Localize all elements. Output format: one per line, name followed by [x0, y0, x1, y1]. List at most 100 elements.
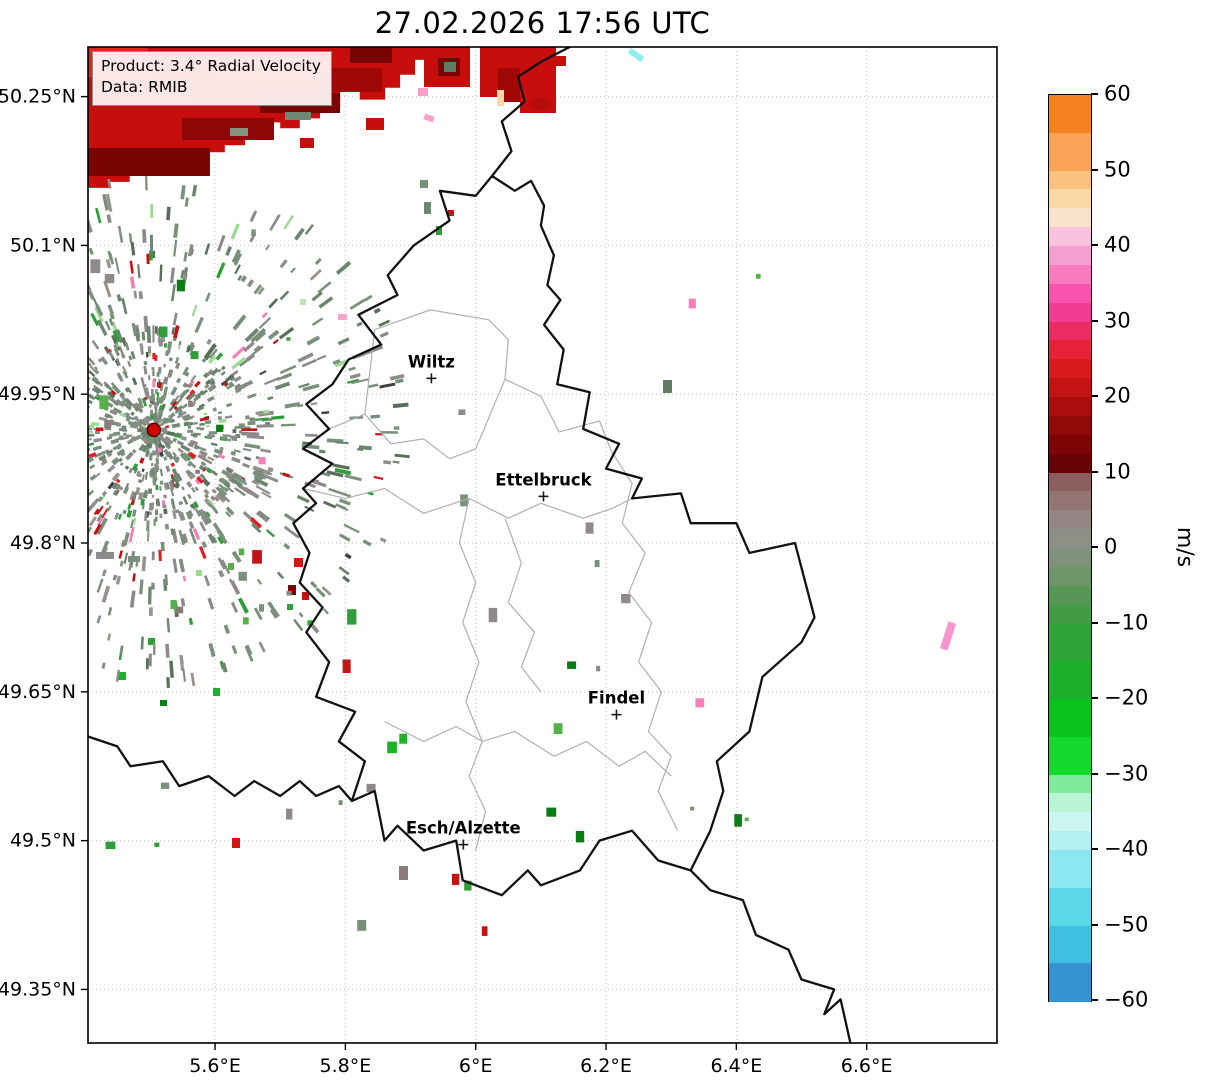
clutter-speck [253, 607, 263, 621]
clutter-speck [192, 527, 201, 541]
clutter-speck [220, 559, 231, 575]
clutter-speck [103, 346, 111, 355]
echo-mark [300, 299, 306, 305]
clutter-speck [178, 500, 184, 506]
clutter-speck [182, 533, 189, 543]
clutter-speck [141, 556, 147, 572]
clutter-speck [0, 454, 8, 459]
clutter-speck [250, 327, 267, 343]
clutter-speck [109, 409, 118, 416]
clutter-speck [166, 206, 171, 221]
clutter-speck [249, 516, 263, 529]
clutter-speck [160, 541, 165, 552]
clutter-speck [112, 490, 118, 496]
colorbar-tick-mark [1091, 621, 1098, 624]
clutter-speck [178, 340, 182, 346]
clutter-speck [255, 485, 271, 495]
clutter-speck [173, 482, 180, 489]
clutter-speck [317, 281, 332, 294]
clutter-speck [185, 511, 193, 520]
colorbar-tick-mark [1091, 999, 1098, 1001]
clutter-speck [81, 423, 87, 427]
clutter-speck [246, 279, 255, 288]
clutter-speck [89, 464, 96, 470]
clutter-speck [69, 418, 75, 421]
colorbar-segment [1049, 510, 1091, 530]
clutter-speck [88, 290, 95, 300]
lat-tick-label: 49.8°N [10, 532, 76, 554]
clutter-speck [315, 587, 326, 598]
clutter-speck [133, 290, 138, 299]
echo-speck [259, 604, 264, 612]
clutter-speck [131, 463, 139, 472]
clutter-speck [172, 312, 178, 326]
clutter-speck [113, 347, 120, 357]
clutter-speck [337, 337, 350, 346]
clutter-speck [167, 341, 173, 349]
clutter-speck [129, 490, 136, 501]
clutter-speck [77, 410, 83, 414]
clutter-speck [66, 213, 73, 224]
data-source-label: Data: RMIB [101, 78, 188, 97]
colorbar-segment [1049, 699, 1091, 738]
clutter-speck [51, 449, 66, 456]
clutter-speck [21, 330, 36, 343]
clutter-speck [129, 276, 136, 289]
clutter-speck [62, 196, 70, 211]
clutter-speck [48, 515, 58, 525]
clutter-speck [225, 402, 233, 408]
clutter-speck [155, 450, 160, 458]
clutter-speck [112, 444, 122, 451]
clutter-speck [24, 411, 32, 415]
clutter-speck [116, 361, 121, 367]
clutter-speck [96, 505, 104, 515]
clutter-speck [142, 417, 148, 423]
clutter-speck [88, 456, 94, 463]
clutter-speck [70, 457, 75, 461]
clutter-speck [104, 413, 112, 418]
clutter-speck [205, 467, 212, 474]
echo-mark [420, 180, 428, 188]
clutter-speck [257, 286, 265, 295]
clutter-speck [47, 376, 54, 382]
clutter-speck [158, 409, 164, 416]
clutter-speck [130, 411, 135, 417]
clutter-speck [230, 477, 243, 488]
clutter-speck [208, 348, 218, 359]
echo-speck [258, 457, 266, 465]
colorbar-segment [1049, 472, 1091, 492]
clutter-speck [139, 579, 144, 595]
clutter-speck [107, 390, 116, 399]
clutter-speck [153, 519, 156, 526]
clutter-speck [88, 498, 100, 513]
clutter-speck [16, 334, 27, 343]
clutter-speck [190, 672, 196, 687]
echo-speck [458, 409, 466, 415]
echo-speck [756, 273, 761, 279]
clutter-speck [101, 585, 111, 603]
clutter-speck [162, 417, 167, 421]
clutter-speck [76, 493, 86, 503]
clutter-speck [208, 431, 218, 435]
clutter-speck [144, 489, 148, 496]
clutter-speck [51, 270, 60, 281]
colorbar-segment [1049, 548, 1091, 568]
clutter-speck [137, 479, 143, 484]
colorbar-segment [1049, 887, 1091, 927]
colorbar-segment [1049, 397, 1091, 417]
clutter-speck [71, 426, 79, 429]
clutter-speck [50, 461, 63, 467]
clutter-speck [264, 376, 280, 386]
clutter-speck [159, 486, 162, 491]
clutter-speck [141, 474, 145, 482]
clutter-speck [270, 415, 285, 420]
clutter-speck [187, 392, 196, 401]
clutter-speck [108, 318, 114, 326]
clutter-speck [164, 350, 170, 357]
clutter-speck [95, 427, 104, 432]
clutter-speck [10, 319, 22, 329]
colorbar-tick-mark [1091, 168, 1098, 171]
clutter-speck [243, 381, 250, 388]
clutter-speck [77, 473, 81, 477]
clutter-speck [67, 459, 75, 464]
